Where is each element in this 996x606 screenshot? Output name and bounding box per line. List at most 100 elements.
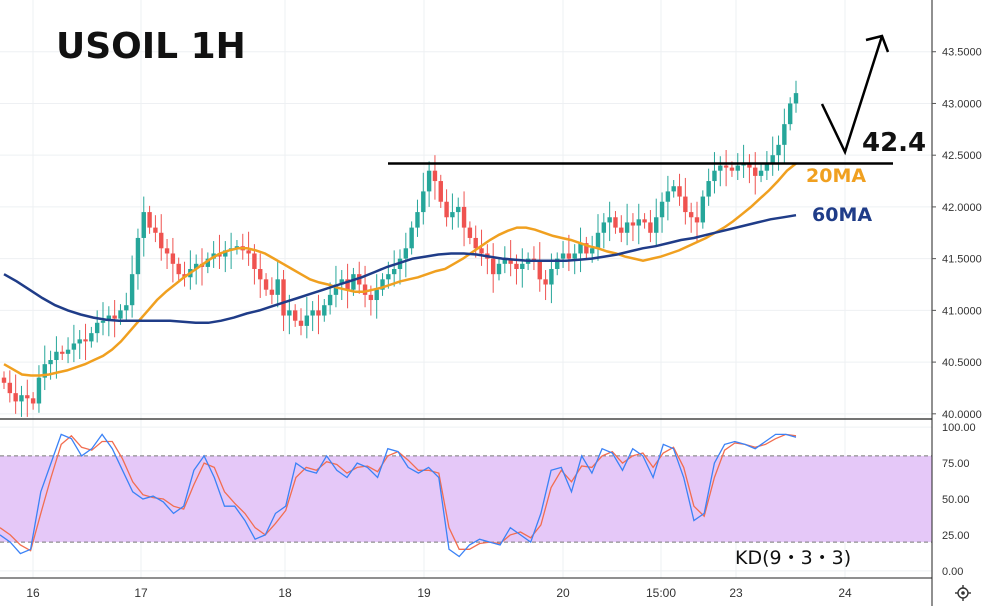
candle-body <box>654 217 659 233</box>
candle-body <box>688 212 694 218</box>
candle-body <box>60 351 65 354</box>
ma60-line <box>3 213 797 325</box>
candle-body <box>444 201 449 218</box>
kd-overbought-oversold-band <box>0 455 932 543</box>
candle-body <box>403 248 409 259</box>
candle-body <box>450 212 455 218</box>
price-tick-label: 42.0000 <box>942 202 982 214</box>
candle-body <box>42 364 47 378</box>
candle-body <box>106 315 112 321</box>
kd-tick-label: 75.00 <box>942 458 970 470</box>
candle-body <box>30 398 36 404</box>
candle-body <box>729 167 735 171</box>
candle-body <box>735 165 740 171</box>
candle-body <box>205 258 211 267</box>
candle-body <box>380 279 385 290</box>
candle-body <box>223 250 228 257</box>
candle-body <box>159 232 164 249</box>
candle-body <box>758 170 764 176</box>
candle-body <box>543 279 548 285</box>
candle-body <box>345 279 350 290</box>
candle-body <box>793 93 799 104</box>
candle-body <box>153 227 158 233</box>
ma20-line <box>3 162 797 377</box>
projection-arrow-head <box>865 34 890 53</box>
candle-body <box>100 320 106 323</box>
candle-body <box>514 263 519 269</box>
candle-body <box>712 170 717 182</box>
candle-body <box>1 377 7 383</box>
candle-body <box>601 222 607 233</box>
candle-body <box>287 310 292 316</box>
time-axis-labels: 16 17 18 19 20 15:00 23 24 <box>26 586 852 600</box>
candle-body <box>71 343 77 350</box>
ma60-label: 60MA <box>812 204 872 226</box>
candle-body <box>164 248 170 254</box>
kd-indicator-label: KD(9・3・3) <box>735 547 851 569</box>
kd-tick-label: 0.00 <box>942 566 963 578</box>
candle-body <box>25 395 30 399</box>
candle-body <box>368 294 374 301</box>
candle-body <box>578 243 583 254</box>
candle-body <box>147 212 152 228</box>
candle-body <box>252 253 257 269</box>
candle-body <box>502 258 508 264</box>
time-tick-label: 20 <box>556 586 570 600</box>
candle-body <box>648 222 653 233</box>
candle-body <box>549 268 554 285</box>
candle-body <box>322 305 327 316</box>
time-tick-label: 23 <box>729 586 743 600</box>
price-tick-label: 40.5000 <box>942 357 982 369</box>
candle-body <box>36 377 42 404</box>
candle-body <box>292 310 298 321</box>
candle-body <box>327 294 333 306</box>
candle-body <box>613 217 618 228</box>
candle-body <box>118 310 123 319</box>
candle-body <box>624 222 630 233</box>
candle-body <box>671 186 676 192</box>
candle-body <box>275 279 280 295</box>
candle-body <box>54 351 59 361</box>
candle-body <box>607 217 612 223</box>
candle-body <box>776 144 781 156</box>
candle-body <box>258 268 263 280</box>
candle-body <box>281 279 286 316</box>
candle-body <box>718 165 723 171</box>
time-tick-label: 24 <box>838 586 852 600</box>
candle-body <box>391 268 397 275</box>
candle-body <box>19 395 24 402</box>
candle-body <box>665 191 671 202</box>
candle-body <box>456 206 461 213</box>
candle-body <box>508 258 513 264</box>
candle-body <box>642 219 647 223</box>
candle-body <box>566 253 572 259</box>
candle-body <box>683 196 688 213</box>
candle-body <box>193 263 199 269</box>
candle-body <box>461 206 467 228</box>
kd-tick-label: 100.00 <box>942 422 976 434</box>
chart-title: USOIL 1H <box>56 26 246 67</box>
candle-body <box>490 258 496 275</box>
candle-body <box>787 103 793 125</box>
candle-body <box>421 191 426 213</box>
resistance-level-label: 42.4 <box>862 128 926 158</box>
candle-body <box>479 248 484 254</box>
candle-body <box>415 212 420 228</box>
candle-body <box>351 274 356 290</box>
settings-gear-icon[interactable] <box>955 585 971 601</box>
time-tick-label: 15:00 <box>646 586 676 600</box>
candle-body <box>426 170 432 192</box>
candle-body <box>374 289 379 301</box>
candle-body <box>170 253 176 264</box>
candle-body <box>753 167 758 176</box>
candle-body <box>537 260 542 280</box>
kd-tick-label: 25.00 <box>942 530 970 542</box>
kd-axis-labels: 0.00 25.00 50.00 75.00 100.00 <box>942 422 976 578</box>
candle-body <box>298 320 304 326</box>
candle-body <box>65 349 71 354</box>
candle-body <box>83 339 88 342</box>
price-tick-label: 40.0000 <box>942 409 982 421</box>
candle-body <box>659 201 665 218</box>
candle-body <box>764 163 770 171</box>
